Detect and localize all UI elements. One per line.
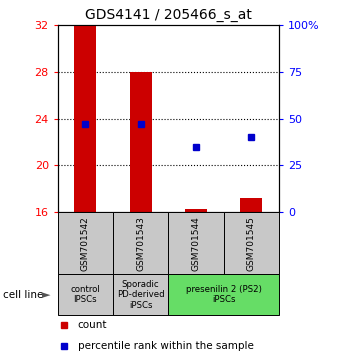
Bar bbox=[168, 274, 279, 315]
Text: count: count bbox=[78, 320, 107, 330]
Title: GDS4141 / 205466_s_at: GDS4141 / 205466_s_at bbox=[85, 8, 252, 22]
Text: percentile rank within the sample: percentile rank within the sample bbox=[78, 341, 254, 350]
Text: GSM701544: GSM701544 bbox=[191, 216, 200, 271]
Text: GSM701542: GSM701542 bbox=[81, 216, 90, 271]
Bar bbox=[168, 212, 224, 274]
Text: cell line: cell line bbox=[3, 290, 44, 300]
Bar bbox=[58, 274, 113, 315]
Bar bbox=[240, 198, 262, 212]
Text: GSM701543: GSM701543 bbox=[136, 216, 145, 271]
Bar bbox=[58, 212, 113, 274]
Text: GSM701545: GSM701545 bbox=[247, 216, 256, 271]
Text: ►: ► bbox=[42, 290, 50, 300]
Bar bbox=[185, 209, 207, 212]
Bar bbox=[130, 72, 152, 212]
Bar bbox=[113, 212, 168, 274]
Text: control
IPSCs: control IPSCs bbox=[71, 285, 100, 304]
Bar bbox=[74, 25, 97, 212]
Text: Sporadic
PD-derived
iPSCs: Sporadic PD-derived iPSCs bbox=[117, 280, 165, 310]
Bar bbox=[113, 274, 168, 315]
Bar bbox=[224, 212, 279, 274]
Text: presenilin 2 (PS2)
iPSCs: presenilin 2 (PS2) iPSCs bbox=[186, 285, 261, 304]
